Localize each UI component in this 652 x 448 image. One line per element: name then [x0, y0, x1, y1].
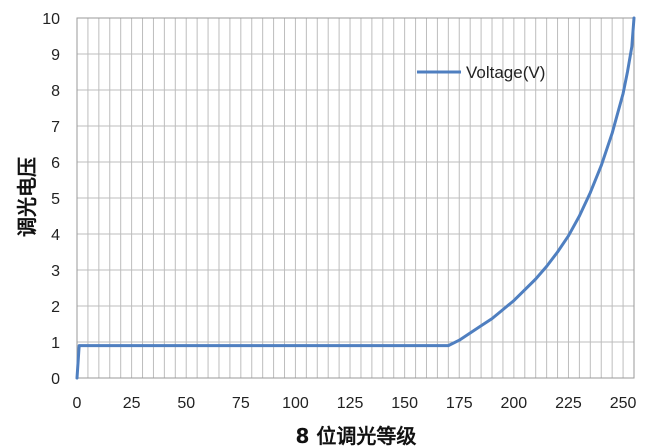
- legend: Voltage(V): [417, 63, 545, 82]
- plot-border: [76, 17, 635, 379]
- x-tick-label: 0: [73, 395, 82, 412]
- x-tick-label: 200: [501, 395, 528, 412]
- y-tick-label: 9: [51, 47, 60, 64]
- y-tick-label: 3: [51, 263, 60, 280]
- y-tick-label: 4: [51, 227, 60, 244]
- x-axis-title: 8 位调光等级: [296, 424, 417, 448]
- x-tick-label: 100: [282, 395, 309, 412]
- y-tick-label: 10: [42, 11, 60, 28]
- y-tick-label: 2: [51, 299, 60, 316]
- y-tick-label: 1: [51, 335, 60, 352]
- y-tick-label: 6: [51, 155, 60, 172]
- series-lines: [75, 16, 636, 380]
- series-line: [75, 16, 636, 380]
- x-tick-label: 125: [337, 395, 364, 412]
- y-tick-label: 0: [51, 371, 60, 388]
- x-tick-label: 75: [232, 395, 250, 412]
- y-tick-label: 8: [51, 83, 60, 100]
- tick-labels: 0 25 50 75 100 125 150 175 200 225 250 0 1 2 3 4 5 6 7 8 9 10: [42, 11, 636, 412]
- y-tick-label: 7: [51, 119, 60, 136]
- y-axis-title: 调光电压: [15, 157, 39, 237]
- x-tick-label: 150: [391, 395, 418, 412]
- x-tick-label: 175: [446, 395, 473, 412]
- chart-grid: [76, 17, 635, 379]
- x-tick-label: 250: [610, 395, 637, 412]
- legend-label: Voltage(V): [466, 63, 545, 82]
- x-tick-label: 50: [177, 395, 195, 412]
- x-tick-label: 225: [555, 395, 582, 412]
- x-tick-label: 25: [123, 395, 141, 412]
- y-tick-label: 5: [51, 191, 60, 208]
